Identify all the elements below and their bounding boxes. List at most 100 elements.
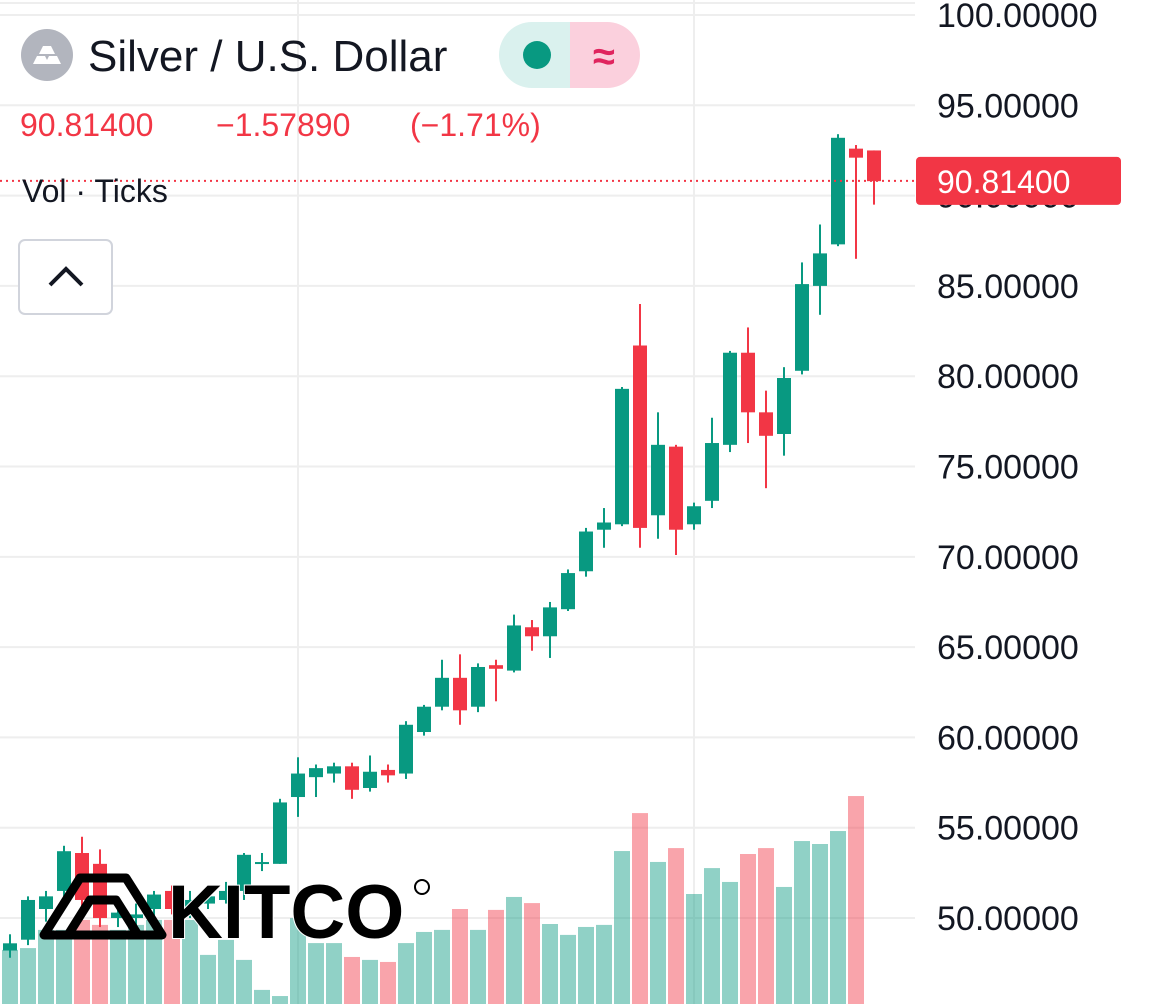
candle-body bbox=[867, 150, 881, 182]
last-price-tag bbox=[916, 156, 1121, 205]
candle-body bbox=[381, 769, 395, 776]
header-last-price: 90.81400 bbox=[20, 107, 153, 143]
candle-body bbox=[327, 766, 341, 774]
volume-bar bbox=[830, 831, 846, 1004]
candle-body bbox=[3, 943, 17, 951]
symbol-title: Silver / U.S. Dollar bbox=[88, 32, 447, 81]
y-tick-label: 60.00000 bbox=[937, 719, 1079, 757]
volume-bar bbox=[380, 961, 396, 1004]
volume-bar bbox=[596, 924, 612, 1004]
candle-body bbox=[849, 148, 863, 158]
volume-bar bbox=[92, 924, 108, 1004]
volume-bar bbox=[164, 919, 180, 1004]
volume-bar bbox=[38, 929, 54, 1004]
volume-bar bbox=[434, 929, 450, 1004]
y-tick-label: 50.00000 bbox=[937, 900, 1079, 938]
price-axis: 50.00000 55.00000 60.00000 65.00000 70.00000… bbox=[0, 0, 1121, 938]
candle-body bbox=[813, 253, 827, 286]
logo-mark bbox=[39, 873, 167, 940]
candle-body bbox=[399, 724, 413, 774]
volume-bar bbox=[20, 948, 36, 1004]
volume-bar bbox=[128, 924, 144, 1004]
volume-bar bbox=[632, 813, 648, 1004]
status-chip[interactable]: ≈ bbox=[499, 22, 640, 88]
y-tick-label: 80.00000 bbox=[937, 358, 1079, 396]
header-change-pct: (−1.71%) bbox=[410, 107, 541, 143]
grid bbox=[0, 0, 915, 1004]
candle-body bbox=[273, 802, 287, 864]
data-status[interactable] bbox=[570, 22, 640, 88]
candle-body bbox=[795, 284, 809, 371]
volume-bar bbox=[56, 929, 72, 1004]
last-price-tag-label: 90.81400 bbox=[937, 164, 1070, 200]
logo-text: KITCO bbox=[168, 870, 404, 955]
market-open-dot bbox=[523, 41, 551, 69]
candle-body bbox=[21, 899, 35, 940]
candle-body bbox=[723, 352, 737, 445]
y-tick-label: 75.00000 bbox=[937, 449, 1079, 487]
volume-bar bbox=[182, 919, 198, 1004]
volume-bar bbox=[524, 903, 540, 1004]
candle-body bbox=[579, 531, 593, 572]
indicator-label[interactable]: Vol · Ticks bbox=[22, 173, 168, 209]
volume-bar bbox=[506, 896, 522, 1004]
volume-bar bbox=[848, 796, 864, 1004]
volume-bar bbox=[416, 931, 432, 1004]
candle-body bbox=[453, 677, 467, 711]
volume-bar bbox=[614, 851, 630, 1004]
candle-body bbox=[525, 627, 539, 637]
volume-bar bbox=[362, 959, 378, 1004]
candle-body bbox=[507, 625, 521, 671]
volume-bar bbox=[794, 841, 810, 1004]
candle-body bbox=[255, 862, 269, 865]
candle-body bbox=[705, 443, 719, 501]
candle-body bbox=[147, 894, 161, 910]
volume-bar bbox=[650, 861, 666, 1004]
y-tick-label: 65.00000 bbox=[937, 629, 1079, 667]
candle-body bbox=[741, 352, 755, 413]
candle-body bbox=[651, 444, 665, 516]
candle-body bbox=[111, 912, 125, 919]
header-change: −1.57890 bbox=[216, 107, 350, 143]
candle-body bbox=[57, 851, 71, 891]
chevron-up bbox=[48, 266, 84, 287]
volume-bar bbox=[344, 956, 360, 1004]
candle-body bbox=[543, 607, 557, 637]
logo-registered bbox=[414, 879, 430, 895]
candle-body bbox=[633, 345, 647, 528]
volume-bar bbox=[110, 929, 126, 1004]
price-line: 90.81400 −1.57890 (−1.71%) bbox=[20, 107, 541, 143]
volume-bar bbox=[812, 844, 828, 1004]
collapse-button-box[interactable] bbox=[18, 239, 113, 315]
candle-body bbox=[201, 896, 215, 904]
volume-bar bbox=[218, 939, 234, 1004]
y-tick-label: 55.00000 bbox=[937, 810, 1079, 848]
volume-bar bbox=[308, 943, 324, 1004]
symbol-icon bbox=[21, 29, 73, 81]
volume-bar bbox=[560, 934, 576, 1004]
volume-bar bbox=[254, 989, 270, 1004]
candle-body bbox=[435, 677, 449, 707]
y-tick-label: 100.00000 bbox=[937, 0, 1098, 35]
candle-body bbox=[93, 863, 107, 919]
candle-body bbox=[363, 771, 377, 788]
candle-body bbox=[219, 890, 233, 900]
collapse-button[interactable] bbox=[18, 239, 113, 315]
candle-body bbox=[129, 914, 143, 919]
candle-body bbox=[669, 446, 683, 530]
volume-bar bbox=[146, 919, 162, 1004]
candle-body bbox=[471, 666, 485, 707]
candle-body bbox=[345, 766, 359, 790]
candle-body bbox=[489, 665, 503, 669]
volume-bar bbox=[200, 954, 216, 1004]
volume-bar bbox=[398, 943, 414, 1004]
candle-body bbox=[759, 412, 773, 436]
y-tick-label: 70.00000 bbox=[937, 539, 1079, 577]
candle-body bbox=[417, 706, 431, 733]
volume-bar bbox=[578, 926, 594, 1004]
volume-bar bbox=[542, 924, 558, 1004]
volume-bar bbox=[488, 909, 504, 1004]
volume-bar bbox=[236, 959, 252, 1004]
volume-bar bbox=[290, 918, 306, 1004]
